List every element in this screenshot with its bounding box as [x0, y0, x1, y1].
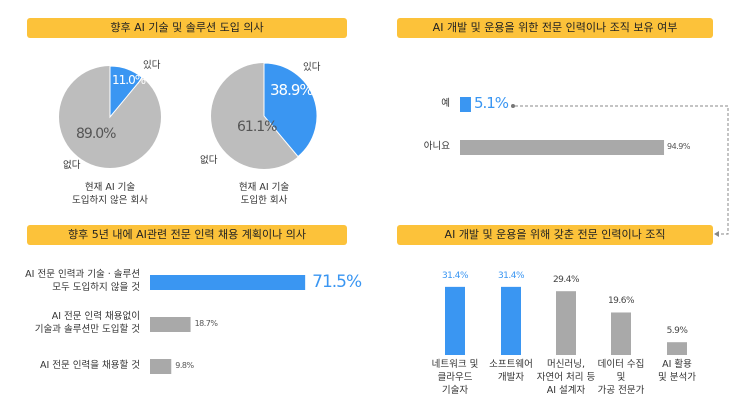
- column-bar: [501, 286, 521, 355]
- pie-caption: 현재 AI 기술: [238, 182, 290, 193]
- pie-caption: 현재 AI 기술: [84, 182, 136, 193]
- bar-no: [460, 140, 665, 155]
- bar-yes: [460, 97, 471, 112]
- hiring-bar: [150, 275, 306, 290]
- column-bar: [611, 312, 631, 355]
- column-value-label: 5.9%: [666, 326, 688, 337]
- bar-value-label: 5.1%: [473, 94, 509, 112]
- pie-slice-yes: [109, 65, 144, 119]
- pie-value-no: 89.0%: [76, 126, 116, 142]
- column-category-label: 데이터 수집: [597, 359, 645, 370]
- pie-value-yes: 38.9%: [270, 81, 314, 99]
- column-category-label: 개발자: [497, 372, 525, 383]
- hiring-value-label: 9.8%: [175, 361, 194, 370]
- hiring-category-label: AI 전문 인력과 기술 · 솔루션: [25, 269, 140, 280]
- hiring-value-label: 18.7%: [194, 319, 218, 328]
- column-bar: [556, 291, 576, 355]
- column-category-label: 클라우드: [437, 372, 473, 383]
- column-category-label: 머신러닝,: [547, 359, 585, 370]
- connector-dashed-line: [515, 105, 729, 235]
- column-category-label: 및 분석가: [658, 372, 696, 383]
- pie-legend-no: 없다: [63, 160, 81, 171]
- column-category-label: 가공 전문가: [597, 385, 645, 396]
- hiring-category-label: AI 전문 인력 채용없이: [51, 311, 140, 322]
- panel-header-staff-ownership: AI 개발 및 운용을 위한 전문 인력이나 조직 보유 여부: [397, 18, 713, 38]
- hiring-bar: [150, 317, 191, 332]
- hiring-category-label: 모두 도입하지 않을 것: [52, 282, 140, 293]
- column-category-label: 소프트웨어: [489, 359, 533, 370]
- pie-legend-yes: 있다: [143, 60, 161, 71]
- hiring-value-label: 71.5%: [312, 272, 362, 292]
- pie-value-yes: 11.0%: [112, 73, 146, 87]
- column-category-label: 자연어 처리 등: [536, 372, 596, 383]
- hiring-category-label: AI 전문 인력을 채용할 것: [39, 359, 140, 371]
- pie-caption: 도입하지 않은 회사: [72, 195, 148, 206]
- column-bar: [667, 342, 687, 355]
- pie-slice-yes: [263, 62, 318, 158]
- column-value-label: 29.4%: [552, 275, 580, 286]
- panel-header-staff-types: AI 개발 및 운용을 위해 갖춘 전문 인력이나 조직: [397, 225, 713, 245]
- bar-value-label: 94.9%: [667, 142, 690, 151]
- connector-dot: [511, 104, 515, 108]
- bar-category-label: 아니요: [423, 141, 450, 152]
- hiring-bar: [150, 359, 172, 374]
- column-category-label: 및: [616, 372, 626, 383]
- pie-legend-yes: 있다: [303, 62, 321, 73]
- bar-category-label: 예: [441, 98, 450, 109]
- column-value-label: 31.4%: [497, 270, 525, 281]
- panel-header-adoption-intent: 향후 AI 기술 및 솔루션 도입 의사: [27, 18, 347, 38]
- column-value-label: 31.4%: [441, 270, 469, 281]
- column-category-label: AI 활용: [662, 359, 692, 370]
- pie-value-no: 61.1%: [237, 119, 277, 135]
- column-category-label: 기술자: [441, 385, 469, 396]
- panel-header-hiring-plan: 향후 5년 내에 AI관련 전문 인력 채용 계획이나 의사: [27, 225, 347, 245]
- column-category-label: AI 설계자: [546, 385, 586, 396]
- column-value-label: 19.6%: [607, 296, 635, 307]
- column-category-label: 네트워크 및: [431, 359, 479, 370]
- connector-arrow-icon: [714, 231, 719, 237]
- column-bar: [445, 286, 465, 355]
- pie-legend-no: 없다: [200, 155, 218, 166]
- hiring-category-label: 기술과 솔루션만 도입할 것: [34, 324, 140, 335]
- pie-caption: 도입한 회사: [240, 195, 288, 206]
